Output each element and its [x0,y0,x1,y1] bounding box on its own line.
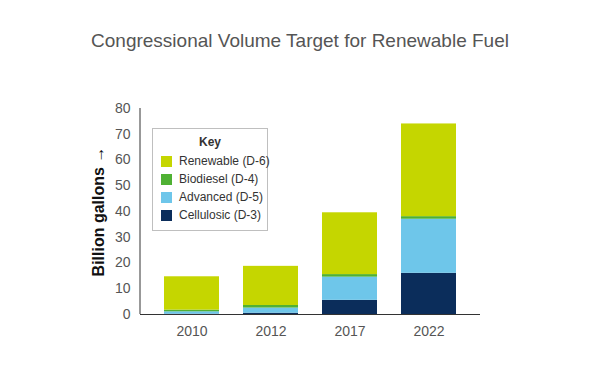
svg-text:20: 20 [115,254,131,270]
html-text:Cellulosic (D-3): Cellulosic (D-3) [179,208,261,222]
svg-text:Billion gallons →: Billion gallons → [90,147,107,277]
svg-text:30: 30 [115,229,131,245]
html-text:Congressional Volume Target fo: Congressional Volume Target for Renewabl… [91,30,509,51]
svg-text:50: 50 [115,177,131,193]
svg-text:2012: 2012 [255,323,286,339]
svg-text:70: 70 [115,126,131,142]
html-text:Advanced (D-5): Advanced (D-5) [179,190,263,204]
html-text:Key: Key [199,135,221,149]
html-text:Renewable (D-6): Renewable (D-6) [179,154,270,168]
svg-text:40: 40 [115,203,131,219]
svg-text:10: 10 [115,280,131,296]
html-text:Biodiesel (D-4): Biodiesel (D-4) [179,172,259,186]
svg-text:80: 80 [115,100,131,116]
svg-text:2022: 2022 [413,323,444,339]
svg-text:0: 0 [123,306,131,322]
svg-text:60: 60 [115,151,131,167]
svg-text:2010: 2010 [176,323,207,339]
svg-text:2017: 2017 [334,323,365,339]
